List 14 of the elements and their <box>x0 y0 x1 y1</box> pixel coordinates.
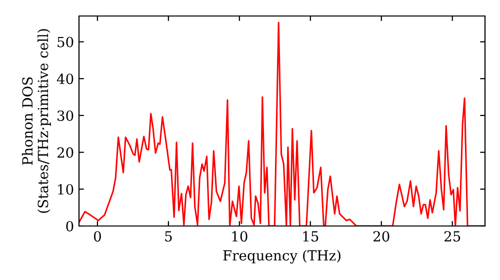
x-tick-label: 15 <box>303 231 318 242</box>
y-tick-label: 20 <box>57 147 74 158</box>
y-tick-label: 0 <box>66 220 74 232</box>
y-tick-label: 30 <box>58 110 74 121</box>
x-tick-label: 5 <box>165 231 172 242</box>
y-tick-label: 10 <box>58 184 74 195</box>
x-tick-label: 0 <box>94 231 101 242</box>
x-tick-label: 20 <box>373 231 390 242</box>
y-tick-label: 50 <box>58 36 74 48</box>
x-axis-title: Frequency (THz) <box>223 250 340 264</box>
x-tick-label: 25 <box>444 231 460 242</box>
y-tick-label: 40 <box>56 74 74 84</box>
x-tick-label: 10 <box>232 231 248 242</box>
y-axis-title: Phonon DOS (States/THz·primitive cell) <box>22 29 51 213</box>
